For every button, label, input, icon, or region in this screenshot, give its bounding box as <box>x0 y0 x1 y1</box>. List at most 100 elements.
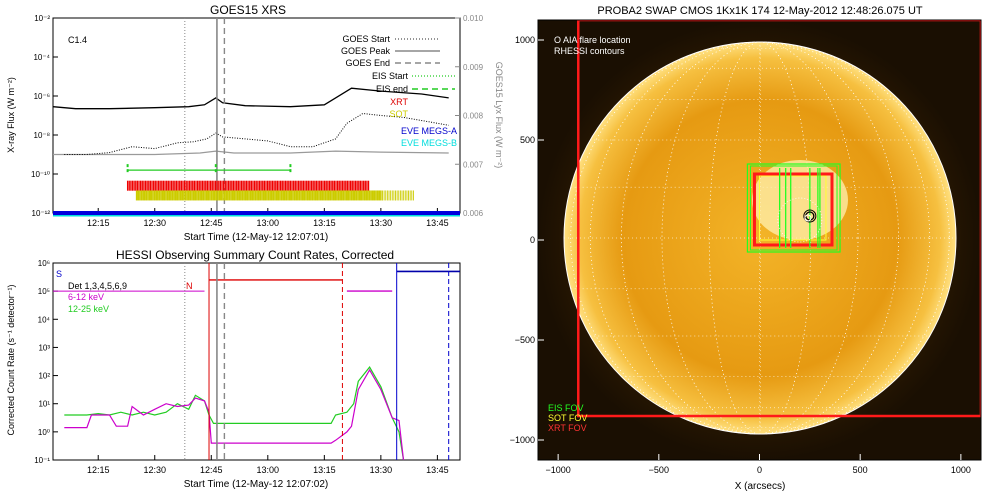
hessi-y-tick-label: 10¹ <box>38 400 50 409</box>
hessi-xlabel: Start Time (12-May-12 12:07:02) <box>184 479 329 490</box>
hessi-y-tick-label: 10⁰ <box>38 428 50 437</box>
hessi-x-tick-label: 13:00 <box>257 465 280 475</box>
goes-legend: GOES Start GOES Peak GOES End EIS Start … <box>341 34 457 148</box>
hessi-y-tick-label: 10⁶ <box>38 259 50 268</box>
eve-megs-a-band <box>53 211 460 215</box>
goes-left-tick-label: 10⁻⁸ <box>34 131 51 140</box>
hessi-x-tick-label: 13:30 <box>370 465 393 475</box>
goes-left-tick-label: 10⁻¹⁰ <box>31 170 50 179</box>
sun-y-tick-label: −1000 <box>510 435 535 445</box>
legend-aia: O AIA flare location <box>554 35 631 45</box>
sot-fov <box>759 175 827 241</box>
goes-left-tick-label: 10⁻¹² <box>32 209 51 218</box>
legend-eve-a: EVE MEGS-A <box>401 126 457 136</box>
legend-eis-start: EIS Start <box>372 71 409 81</box>
hessi-x-tick-label: 12:15 <box>87 465 110 475</box>
sun-y-tick-label: 1000 <box>515 35 535 45</box>
goes-short-channel-line <box>64 112 449 155</box>
legend-eve-b: EVE MEGS-B <box>401 138 457 148</box>
sun-x-tick-label: 1000 <box>951 465 971 475</box>
hessi-6-12kev-line <box>64 368 405 461</box>
hessi-y-tick-label: 10⁵ <box>38 287 50 296</box>
sun-image <box>563 20 981 435</box>
sun-x-tick-label: −1000 <box>545 465 570 475</box>
goes-xlabel: Start Time (12-May-12 12:07:01) <box>184 232 329 243</box>
legend-goes-end: GOES End <box>345 58 390 68</box>
hessi-y-tick-label: 10³ <box>38 343 50 352</box>
legend-eis-fov: EIS FOV <box>548 403 584 413</box>
sun-x-axis: −1000 −500 0 500 1000 <box>545 454 971 475</box>
hessi-panel: HESSI Observing Summary Count Rates, Cor… <box>6 248 461 490</box>
goes-plot-frame <box>52 17 461 214</box>
goes-right-ylabel: GOES15 Lyx Flux (W m⁻²) <box>494 62 504 168</box>
goes-x-tick-label: 12:15 <box>87 218 110 228</box>
hessi-series <box>53 263 460 461</box>
marker-s: S <box>56 269 62 279</box>
hessi-legend: Det 1,3,4,5,6,9 6-12 keV 12-25 keV S N <box>56 269 193 314</box>
legend-eis-end: EIS end <box>376 84 408 94</box>
active-region <box>752 160 848 240</box>
rhessi-contour <box>803 209 817 223</box>
xrt-partial-fov <box>752 172 834 247</box>
goes-right-tick-label: 0.006 <box>463 209 484 218</box>
hessi-plot-frame <box>52 262 461 461</box>
grid-longitude-line <box>661 41 859 435</box>
hessi-x-tick-label: 12:30 <box>143 465 166 475</box>
goes-panel: GOES15 XRS 10⁻¹² 10⁻¹⁰ 10⁻⁸ 10⁻⁶ 10⁻⁴ 10⁻² 0.… <box>6 3 504 243</box>
solar-limb <box>563 41 957 435</box>
legend-xrt: XRT <box>390 97 408 107</box>
legend-sot-fov: SOT FOV <box>548 413 587 423</box>
goes-right-tick-label: 0.010 <box>463 14 484 23</box>
eis-fov-outer <box>746 163 841 253</box>
goes-right-tick-label: 0.009 <box>463 63 484 72</box>
hessi-ylabel: Corrected Count Rate (s⁻¹ detector⁻¹) <box>6 284 16 435</box>
hessi-title: HESSI Observing Summary Count Rates, Cor… <box>116 248 394 262</box>
hessi-y-tick-label: 10⁴ <box>38 315 51 324</box>
hessi-x-tick-label: 13:45 <box>426 465 449 475</box>
goes-left-tick-label: 10⁻⁶ <box>34 92 50 101</box>
goes-left-tick-label: 10⁻⁴ <box>33 53 50 62</box>
goes-title: GOES15 XRS <box>210 3 286 17</box>
goes-series <box>52 18 460 217</box>
goes-x-tick-label: 12:30 <box>143 218 166 228</box>
sun-legend-bottom: EIS FOV SOT FOV XRT FOV <box>548 403 587 433</box>
goes-right-tick-label: 0.007 <box>463 160 484 169</box>
goes-x-tick-label: 13:45 <box>426 218 449 228</box>
grid-longitude-line <box>589 41 931 435</box>
goes-left-ylabel: X-ray Flux (W m⁻²) <box>6 77 16 153</box>
sun-x-tick-label: 0 <box>757 465 762 475</box>
goes-long-channel-line <box>52 87 449 110</box>
aia-flare-location <box>804 214 812 222</box>
sun-y-tick-label: 500 <box>520 135 535 145</box>
legend-12-25: 12-25 keV <box>68 304 109 314</box>
eve-megs-b-band <box>53 215 460 217</box>
sun-title: PROBA2 SWAP CMOS 1Kx1K 174 12-May-2012 1… <box>597 5 923 17</box>
sun-x-tick-label: 500 <box>853 465 868 475</box>
sun-x-tick-label: −500 <box>649 465 669 475</box>
hessi-x-tick-label: 12:45 <box>200 465 223 475</box>
sun-y-axis: −1000 −500 0 500 1000 <box>510 35 544 445</box>
flare-region-outline <box>777 197 823 243</box>
sun-panel: PROBA2 SWAP CMOS 1Kx1K 174 12-May-2012 1… <box>510 5 982 492</box>
goes-x-tick-label: 13:00 <box>257 218 280 228</box>
legend-det: Det 1,3,4,5,6,9 <box>68 281 127 291</box>
goes-x-tick-label: 13:30 <box>370 218 393 228</box>
legend-goes-peak: GOES Peak <box>341 46 391 56</box>
sun-y-tick-label: 0 <box>530 235 535 245</box>
legend-rhessi: RHESSI contours <box>554 46 625 56</box>
sun-y-tick-label: −500 <box>515 335 535 345</box>
hessi-y-tick-label: 10⁻¹ <box>34 456 50 465</box>
hessi-y-axis: 10⁻¹ 10⁰ 10¹ 10² 10³ 10⁴ 10⁵ 10⁶ <box>34 259 58 465</box>
goes-x-tick-label: 12:45 <box>200 218 223 228</box>
goes-flare-class: C1.4 <box>68 35 87 45</box>
sun-legend-top: O AIA flare location RHESSI contours <box>554 35 631 56</box>
legend-xrt-fov: XRT FOV <box>548 423 587 433</box>
legend-6-12: 6-12 keV <box>68 292 104 302</box>
hessi-x-axis: 12:15 12:30 12:45 13:00 13:15 13:30 13:45 <box>87 455 449 475</box>
sun-xlabel: X (arcsecs) <box>735 481 786 492</box>
legend-goes-start: GOES Start <box>342 34 390 44</box>
goes-right-tick-label: 0.008 <box>463 112 484 121</box>
goes-x-tick-label: 13:15 <box>313 218 336 228</box>
hessi-x-tick-label: 13:15 <box>313 465 336 475</box>
